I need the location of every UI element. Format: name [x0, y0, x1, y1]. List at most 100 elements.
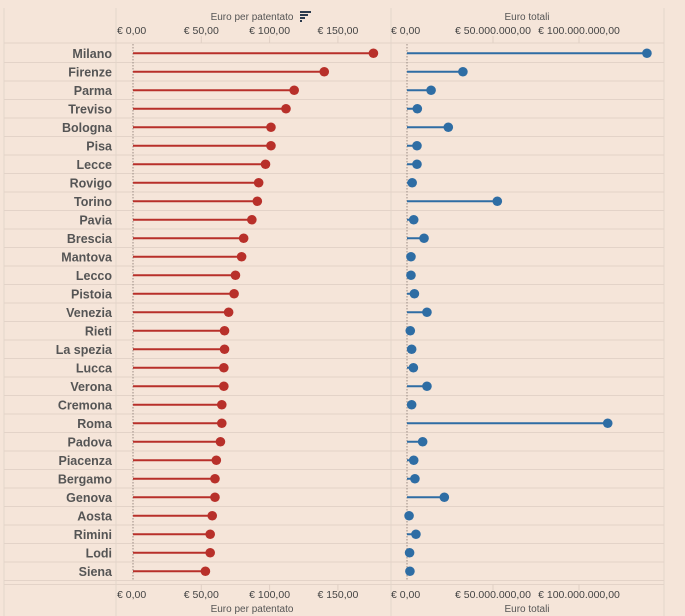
row-label: Bergamo	[58, 472, 113, 486]
row-label: Rieti	[85, 324, 112, 338]
left-tick-label-bottom: € 100,00	[249, 589, 290, 601]
lollipop-dot-right	[412, 140, 422, 151]
left-tick-label-bottom: € 150,00	[317, 589, 358, 601]
row-label: Aosta	[77, 509, 113, 523]
row-label: Rimini	[74, 528, 112, 542]
row-label: Genova	[66, 491, 113, 505]
row-label: Torino	[74, 195, 112, 209]
row-grid	[4, 62, 664, 563]
lollipop-dot-left	[215, 436, 226, 447]
lollipop-dot-right	[406, 399, 417, 410]
row-label: La spezia	[56, 343, 113, 357]
lollipop-dot-right	[642, 48, 652, 59]
row-label: Venezia	[66, 306, 113, 320]
right-axis-title-top: Euro totali	[504, 12, 549, 23]
lollipop-dot-right	[409, 288, 420, 299]
lollipop-dot-left	[205, 547, 215, 558]
lollipop-dot-right	[602, 418, 613, 429]
panel-euro-totali: Euro totali Euro totali € 0,00 € 0,00 € 50.0…	[391, 12, 652, 615]
sort-icon-bar	[300, 17, 305, 19]
right-axis-title-bottom: Euro totali	[504, 604, 549, 615]
lollipop-dot-right	[412, 103, 423, 114]
row-label: Lecco	[76, 269, 112, 283]
row-label: Padova	[68, 435, 114, 449]
sort-descending-icon[interactable]	[300, 11, 311, 22]
lollipop-dot-left	[252, 196, 263, 207]
lollipop-dot-left	[247, 214, 257, 225]
lollipop-dot-left	[219, 362, 229, 373]
lollipop-dot-right	[408, 362, 419, 373]
lollipop-dot-right	[407, 177, 417, 188]
row-label: Firenze	[68, 65, 112, 79]
lollipop-dot-right	[419, 233, 429, 244]
row-label: Roma	[77, 417, 113, 431]
sort-icon-bar	[300, 20, 302, 22]
row-label: Pisa	[86, 139, 113, 153]
lollipop-dot-left	[219, 325, 230, 336]
row-label: Piacenza	[58, 454, 113, 468]
left-tick-label-top: € 100,00	[249, 25, 290, 37]
row-label: Cremona	[58, 398, 113, 412]
right-tick-label-bottom: € 0,00	[391, 589, 420, 601]
lollipop-dot-left	[211, 455, 222, 466]
row-label: Bologna	[62, 121, 113, 135]
lollipop-dot-left	[216, 399, 227, 410]
left-tick-label-bottom: € 50,00	[184, 589, 219, 601]
lollipop-dot-left	[238, 233, 249, 244]
row-label: Rovigo	[70, 176, 113, 190]
lollipop-dot-left	[210, 473, 220, 484]
panel-euro-per-patentato: Euro per patentato Euro per patentato € 0,…	[117, 11, 379, 615]
lollipop-dot-right	[443, 122, 454, 133]
left-tick-label-top: € 50,00	[184, 25, 219, 37]
lollipop-dot-left	[216, 418, 227, 429]
lollipop-dot-right	[406, 344, 417, 355]
lollipop-dot-left	[266, 122, 276, 133]
lollipop-dot-right	[405, 325, 416, 336]
lollipop-dot-right	[410, 473, 420, 484]
right-tick-label-top: € 0,00	[391, 25, 420, 37]
left-axis-title-bottom: Euro per patentato	[211, 604, 294, 615]
row-labels: Milano Firenze Parma Treviso Bologna Pisa Lecc…	[56, 47, 113, 579]
lollipop-dot-right	[408, 455, 419, 466]
lollipop-dot-right	[492, 196, 503, 207]
lollipop-dot-left	[223, 307, 234, 318]
lollipop-dot-right	[406, 270, 416, 281]
row-label: Lodi	[86, 546, 112, 560]
lollipop-dot-left	[219, 381, 229, 392]
lollipop-dot-left	[319, 66, 330, 77]
lollipop-dot-right	[412, 159, 422, 170]
lollipop-dot-left	[219, 344, 230, 355]
lollipop-dot-right	[422, 307, 432, 318]
lollipop-dot-left	[230, 270, 241, 281]
row-label: Lucca	[76, 361, 113, 375]
right-tick-label-top: € 50.000.000,00	[455, 25, 531, 37]
lollipop-dot-right	[404, 510, 414, 521]
left-tick-label-top: € 0,00	[117, 25, 146, 37]
lollipop-dot-left	[281, 103, 291, 114]
lollipop-dot-left	[205, 529, 215, 540]
left-axis-title-top: Euro per patentato	[211, 12, 294, 23]
right-tick-label-top: € 100.000.000,00	[538, 25, 620, 37]
lollipop-dot-right	[404, 547, 415, 558]
lollipop-dot-left	[207, 510, 218, 521]
lollipop-dot-left	[236, 251, 247, 262]
row-label: Pistoia	[71, 287, 113, 301]
lollipop-dot-left	[289, 85, 299, 96]
lollipop-dot-right	[426, 85, 436, 96]
sort-icon-bar	[300, 11, 311, 13]
lollipop-dot-left	[200, 566, 211, 577]
lollipop-dot-left	[253, 177, 264, 188]
row-label: Parma	[74, 84, 113, 98]
row-label: Treviso	[68, 102, 112, 116]
lollipop-dot-right	[411, 529, 421, 540]
lollipop-dot-left	[229, 288, 239, 299]
lollipop-dot-left	[260, 159, 271, 170]
row-label: Verona	[70, 380, 113, 394]
right-tick-label-bottom: € 50.000.000,00	[455, 589, 531, 601]
left-tick-label-top: € 150,00	[317, 25, 358, 37]
lollipop-dot-left	[368, 48, 379, 59]
row-label: Lecce	[77, 158, 112, 172]
row-label: Siena	[79, 565, 113, 579]
lollipop-dot-right	[439, 492, 450, 503]
